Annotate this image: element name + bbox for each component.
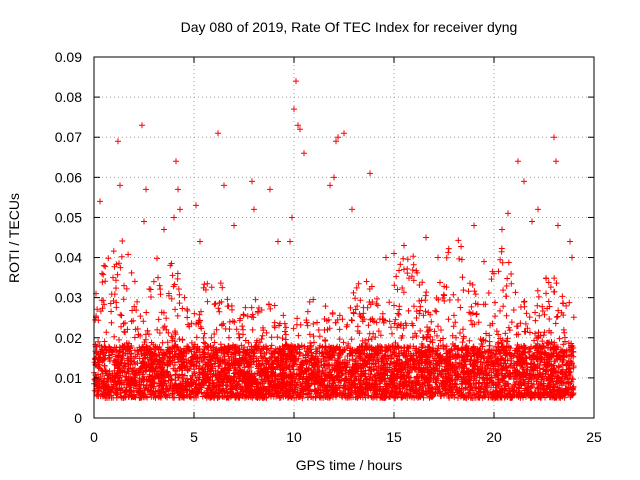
data-points — [91, 78, 577, 401]
data-point — [193, 202, 199, 209]
data-point — [481, 258, 487, 265]
data-point — [155, 274, 161, 281]
data-point — [327, 182, 333, 189]
data-point — [553, 158, 559, 165]
data-point — [251, 206, 257, 213]
data-point — [301, 150, 307, 157]
y-tick-label: 0.09 — [55, 49, 82, 65]
axis-ticks: 0 5 10 15 20 25 0 0.01 0.02 0.03 0.04 0.05 0.06 0.07 0… — [55, 49, 602, 445]
y-tick-label: 0.05 — [55, 209, 82, 225]
data-point — [289, 214, 295, 221]
chart-title: Day 080 of 2019, Rate Of TEC Index for r… — [181, 19, 518, 35]
data-point — [499, 226, 505, 233]
data-point — [401, 242, 407, 249]
data-point — [293, 78, 299, 85]
y-tick-label: 0.04 — [55, 250, 82, 266]
data-point — [521, 178, 527, 185]
data-point — [333, 138, 339, 145]
data-point — [215, 130, 221, 137]
data-point — [491, 270, 497, 277]
data-point — [287, 238, 293, 245]
data-point — [117, 182, 123, 189]
data-point — [115, 138, 121, 145]
data-point — [141, 218, 147, 225]
data-point — [391, 250, 397, 257]
data-point — [423, 234, 429, 241]
x-tick-label: 5 — [190, 429, 198, 445]
data-point — [175, 186, 181, 193]
data-point — [367, 170, 373, 177]
data-point — [515, 158, 521, 165]
y-tick-label: 0.02 — [55, 330, 82, 346]
data-point — [97, 198, 103, 205]
background-scatter — [91, 237, 577, 401]
data-point — [331, 174, 337, 181]
data-point — [335, 134, 341, 141]
data-point — [275, 238, 281, 245]
y-axis-label: ROTI / TECUs — [6, 193, 22, 283]
y-tick-label: 0.03 — [55, 290, 82, 306]
x-tick-label: 0 — [90, 429, 98, 445]
data-point — [297, 126, 303, 133]
data-point — [471, 222, 477, 229]
data-point — [171, 214, 177, 221]
data-point — [143, 186, 149, 193]
data-point — [567, 238, 573, 245]
data-point — [535, 206, 541, 213]
data-point — [231, 222, 237, 229]
y-tick-label: 0.01 — [55, 370, 82, 386]
data-point — [121, 282, 127, 289]
x-tick-label: 15 — [386, 429, 402, 445]
x-tick-label: 25 — [586, 429, 602, 445]
data-point — [267, 186, 273, 193]
data-point — [295, 122, 301, 129]
data-point — [173, 158, 179, 165]
data-point — [529, 218, 535, 225]
y-tick-label: 0.07 — [55, 129, 82, 145]
y-tick-label: 0.08 — [55, 89, 82, 105]
plot-frame — [93, 56, 595, 419]
y-tick-label: 0 — [74, 410, 82, 426]
data-point — [197, 238, 203, 245]
data-point — [551, 134, 557, 141]
data-point — [291, 106, 297, 113]
data-point — [177, 206, 183, 213]
data-point — [435, 254, 441, 261]
data-point — [383, 254, 389, 261]
data-point — [249, 178, 255, 185]
data-point — [341, 130, 347, 137]
data-point — [101, 262, 107, 269]
y-tick-label: 0.06 — [55, 169, 82, 185]
data-point — [349, 206, 355, 213]
data-point — [161, 226, 167, 233]
data-point — [555, 222, 561, 229]
x-axis-label: GPS time / hours — [296, 457, 403, 473]
data-point — [505, 210, 511, 217]
data-point — [139, 122, 145, 129]
data-point — [569, 254, 575, 261]
x-tick-label: 10 — [286, 429, 302, 445]
data-point — [99, 270, 105, 277]
data-point — [221, 182, 227, 189]
x-tick-label: 20 — [486, 429, 502, 445]
